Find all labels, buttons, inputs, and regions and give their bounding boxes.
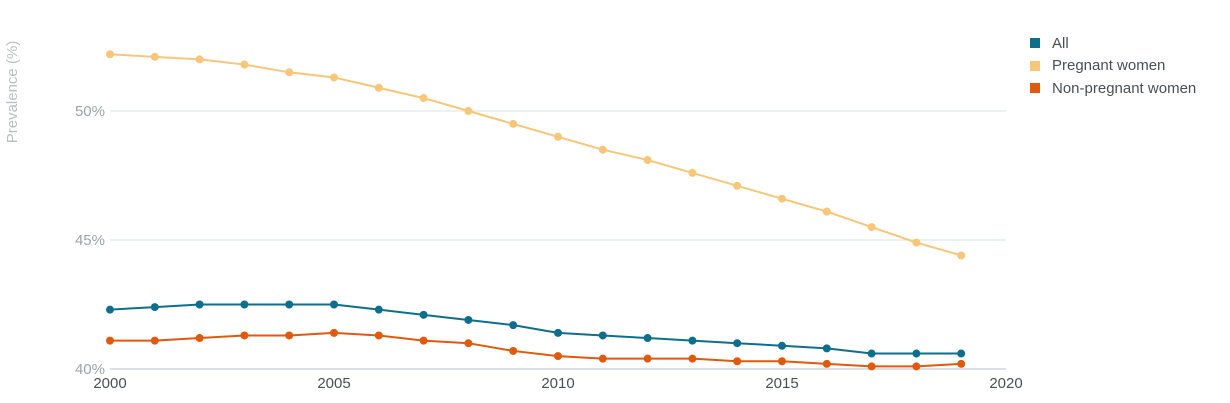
data-point-non-pregnant-women-2016 [822, 359, 831, 368]
data-point-pregnant-women-2018 [912, 238, 921, 247]
data-point-all-2010 [554, 328, 562, 337]
x-tick-label-2020: 2020 [989, 375, 1022, 392]
data-point-pregnant-women-2005 [330, 73, 338, 82]
data-point-all-2003 [240, 300, 249, 309]
data-point-pregnant-women-2009 [509, 119, 518, 128]
y-tick-label-40: 40% [75, 361, 105, 378]
data-point-non-pregnant-women-2009 [509, 346, 518, 355]
y-tick-label-50: 50% [75, 103, 105, 120]
data-point-all-2016 [822, 344, 831, 353]
data-point-non-pregnant-women-2015 [778, 357, 786, 366]
y-axis-title: Prevalence (%) [4, 41, 21, 144]
data-point-pregnant-women-2012 [643, 156, 652, 165]
data-point-pregnant-women-2019 [957, 251, 966, 260]
x-tick-label-2005: 2005 [317, 375, 350, 392]
legend-item-pregnant-women[interactable]: Pregnant women [1030, 55, 1196, 78]
data-point-non-pregnant-women-2014 [733, 357, 742, 366]
x-axis: 2000 2005 2010 2015 2020 [93, 375, 1022, 392]
data-point-non-pregnant-women-2012 [643, 354, 652, 363]
data-point-all-2002 [195, 300, 204, 309]
data-point-non-pregnant-women-2018 [912, 362, 921, 371]
data-point-non-pregnant-women-2001 [150, 336, 159, 345]
data-point-pregnant-women-2016 [822, 207, 831, 216]
data-point-non-pregnant-women-2003 [240, 331, 249, 340]
data-point-all-2019 [957, 349, 966, 358]
data-point-all-2009 [509, 321, 518, 330]
data-point-non-pregnant-women-2007 [419, 336, 428, 345]
data-point-pregnant-women-2001 [150, 52, 159, 61]
data-point-non-pregnant-women-2000 [106, 336, 114, 345]
data-point-all-2013 [688, 336, 697, 345]
data-point-all-2018 [912, 349, 921, 358]
data-point-all-2007 [419, 310, 428, 319]
data-point-pregnant-women-2013 [688, 168, 697, 177]
data-point-pregnant-women-2000 [106, 50, 114, 59]
data-point-pregnant-women-2002 [195, 55, 204, 64]
legend-label-pregnant-women: Pregnant women [1052, 57, 1166, 75]
data-point-non-pregnant-women-2011 [598, 354, 607, 363]
legend-swatch-all [1030, 38, 1040, 49]
series-line-non-pregnant-women [110, 331, 962, 368]
data-point-non-pregnant-women-2005 [330, 328, 338, 337]
data-point-pregnant-women-2014 [733, 181, 742, 190]
data-point-all-2001 [150, 303, 159, 312]
data-point-pregnant-women-2006 [374, 83, 383, 92]
data-point-all-2014 [733, 339, 742, 348]
gridlines [110, 110, 1006, 370]
data-point-pregnant-women-2015 [778, 194, 786, 203]
y-tick-label-45: 45% [75, 232, 105, 249]
series-line-pregnant-women [109, 53, 962, 257]
x-tick-label-2015: 2015 [765, 375, 798, 392]
series-line-all [109, 303, 962, 355]
legend-label-non-pregnant-women: Non-pregnant women [1052, 79, 1197, 97]
data-point-all-2015 [778, 341, 786, 350]
x-tick-label-2010: 2010 [541, 375, 574, 392]
data-point-non-pregnant-women-2002 [195, 334, 204, 343]
x-tick-label-2000: 2000 [93, 375, 126, 392]
data-point-all-2017 [867, 349, 876, 358]
legend: All Pregnant women Non-pregnant women [1030, 32, 1196, 100]
data-point-pregnant-women-2007 [419, 94, 428, 103]
data-point-all-2006 [374, 305, 383, 314]
data-point-pregnant-women-2008 [464, 107, 473, 115]
legend-item-all[interactable]: All [1030, 32, 1196, 55]
legend-swatch-pregnant-women [1030, 60, 1040, 71]
y-axis: 40% 45% 50% [75, 103, 105, 378]
data-point-all-2005 [330, 300, 338, 309]
data-point-non-pregnant-women-2013 [688, 354, 697, 363]
data-point-non-pregnant-women-2004 [285, 331, 294, 340]
data-point-all-2004 [285, 300, 294, 309]
data-point-non-pregnant-women-2010 [554, 352, 562, 361]
data-point-all-2000 [106, 305, 114, 314]
data-point-all-2008 [464, 315, 473, 324]
data-point-non-pregnant-women-2008 [464, 339, 473, 348]
series-group [106, 50, 966, 371]
data-point-pregnant-women-2017 [867, 223, 876, 232]
data-point-pregnant-women-2011 [598, 145, 607, 154]
legend-item-non-pregnant-women[interactable]: Non-pregnant women [1030, 77, 1196, 100]
legend-swatch-non-pregnant-women [1030, 83, 1040, 94]
data-point-non-pregnant-women-2017 [867, 362, 876, 371]
legend-label-all: All [1052, 34, 1069, 52]
data-point-pregnant-women-2004 [285, 68, 294, 77]
data-point-pregnant-women-2010 [554, 132, 562, 141]
data-point-pregnant-women-2003 [240, 60, 249, 69]
data-point-non-pregnant-women-2006 [374, 331, 383, 340]
data-point-all-2011 [598, 331, 607, 340]
data-point-all-2012 [643, 334, 652, 343]
data-point-non-pregnant-women-2019 [957, 359, 966, 368]
